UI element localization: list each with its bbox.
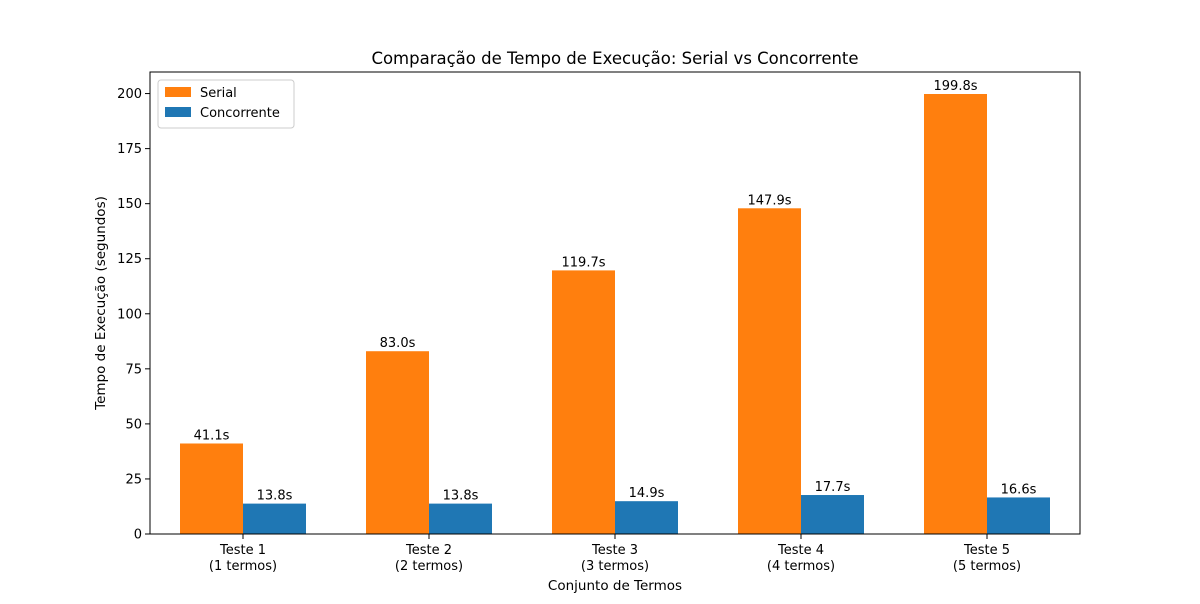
bar-concorrente-5 <box>987 497 1050 534</box>
x-tick-label: Teste 5 (5 termos) <box>953 543 1021 574</box>
chart-title: Comparação de Tempo de Execução: Serial … <box>371 49 858 68</box>
y-axis-label: Tempo de Execução (segundos) <box>93 196 109 411</box>
bar-concorrente-3 <box>615 501 678 534</box>
x-tick-label: Teste 1 (1 termos) <box>209 543 277 574</box>
x-tick-label: Teste 3 (3 termos) <box>581 543 649 574</box>
legend-label: Serial <box>200 86 237 101</box>
x-tick-label: Teste 2 (2 termos) <box>395 543 463 574</box>
bar-value-label: 16.6s <box>1001 482 1037 497</box>
y-tick-label: 75 <box>125 362 142 377</box>
bar-value-label: 199.8s <box>934 79 978 94</box>
bar-serial-2 <box>366 351 429 534</box>
bar-value-label: 41.1s <box>194 428 230 443</box>
bar-concorrente-2 <box>429 503 492 534</box>
y-tick-label: 25 <box>125 472 142 487</box>
bar-concorrente-1 <box>243 503 306 534</box>
legend-swatch-concorrente <box>165 107 191 117</box>
bar-value-label: 83.0s <box>380 336 416 351</box>
legend-label: Concorrente <box>200 106 280 121</box>
plot-area: 41.1s 83.0s 119.7s 147.9s 199.8s 13.8s 13.8s 14… <box>117 71 1081 574</box>
bar-value-label: 119.7s <box>562 255 606 270</box>
y-tick-label: 125 <box>117 252 142 267</box>
legend-swatch-serial <box>165 87 191 97</box>
bar-value-label: 13.8s <box>257 489 293 504</box>
bar-concorrente-4 <box>801 495 864 534</box>
y-tick-label: 0 <box>134 528 142 543</box>
bar-serial-3 <box>552 270 615 534</box>
bar-value-label: 17.7s <box>815 480 851 495</box>
y-tick-label: 150 <box>117 197 142 212</box>
y-tick-label: 50 <box>125 417 142 432</box>
bar-serial-1 <box>180 443 243 534</box>
legend: Serial Concorrente <box>157 79 295 129</box>
y-tick-label: 100 <box>117 307 142 322</box>
x-tick-label: Teste 4 (4 termos) <box>767 543 835 574</box>
bar-serial-4 <box>738 208 801 534</box>
legend-box <box>157 79 295 129</box>
x-axis-label: Conjunto de Termos <box>548 578 682 594</box>
y-tick-label: 175 <box>117 142 142 157</box>
bar-value-label: 13.8s <box>443 489 479 504</box>
bar-value-label: 147.9s <box>748 193 792 208</box>
bar-value-label: 14.9s <box>629 486 665 501</box>
y-tick-label: 200 <box>117 87 142 102</box>
bar-serial-5 <box>924 94 987 534</box>
